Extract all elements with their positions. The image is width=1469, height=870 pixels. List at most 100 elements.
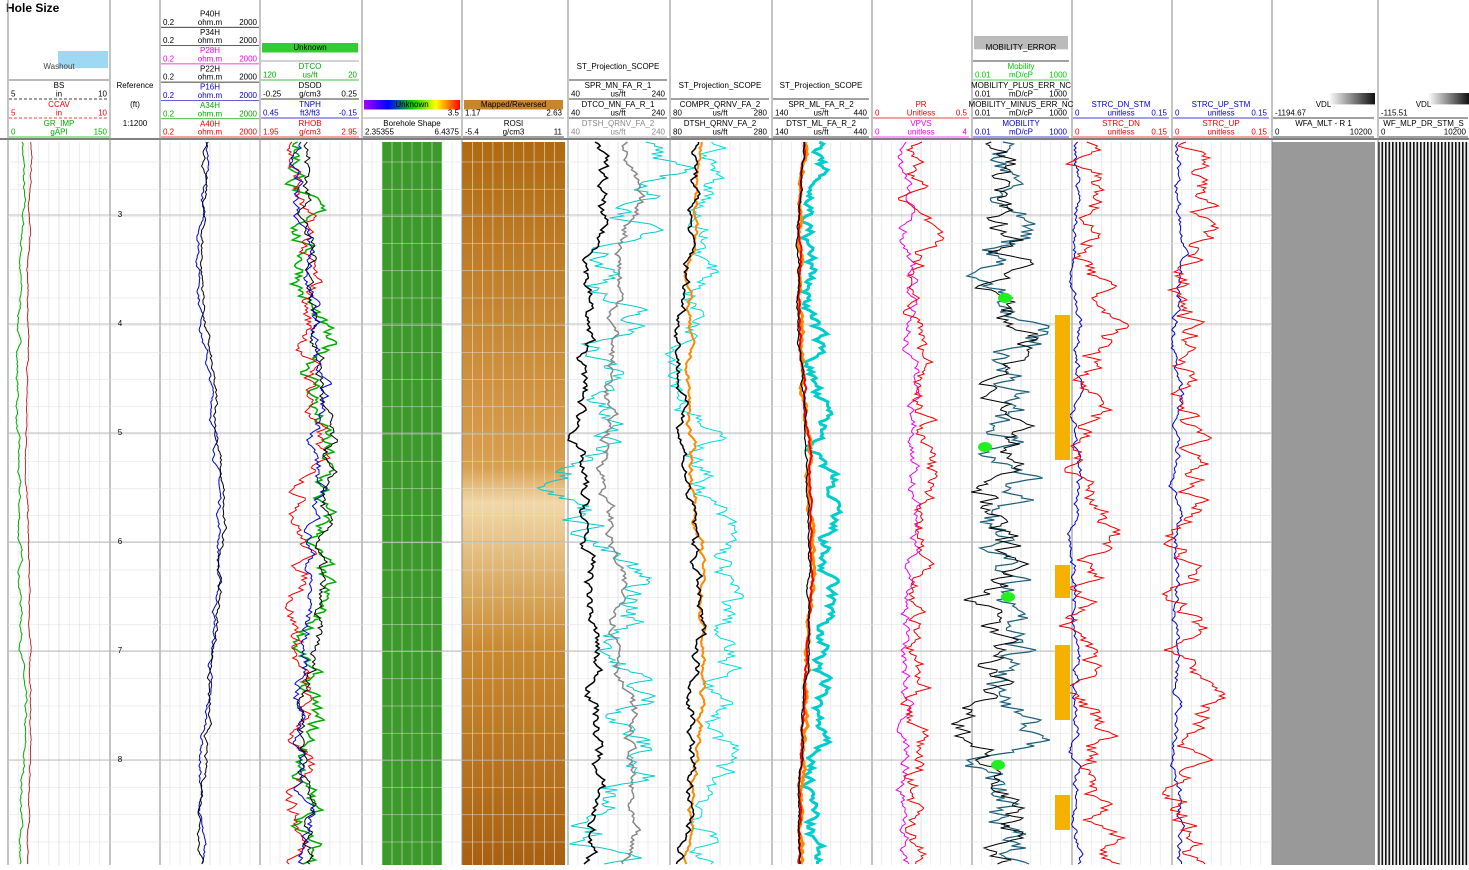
log-curve bbox=[1059, 142, 1129, 864]
curve-name: Reference bbox=[117, 81, 154, 90]
log-curve bbox=[597, 142, 645, 864]
fill-legend bbox=[1329, 93, 1375, 104]
scale-max: 6.4375 bbox=[435, 127, 460, 136]
scale-max: 0.15 bbox=[1251, 127, 1267, 136]
scale-unit: ohm.m bbox=[198, 18, 223, 27]
curve-name: VDL bbox=[1316, 100, 1332, 109]
scale-min: 2.35355 bbox=[365, 127, 394, 136]
vdl-stripe bbox=[1441, 142, 1443, 865]
vdl-image bbox=[1272, 142, 1375, 865]
scale-min: 0.01 bbox=[975, 108, 991, 117]
scale-max: 2.63 bbox=[546, 108, 562, 117]
depth-label: 3 bbox=[118, 210, 123, 219]
vdl-stripe bbox=[1462, 142, 1464, 865]
vdl-stripe bbox=[1403, 142, 1405, 865]
vdl-stripe bbox=[1413, 142, 1415, 865]
scale-max: -0.15 bbox=[339, 108, 358, 117]
curve-name: ST_Projection_SCOPE bbox=[780, 81, 863, 90]
vdl-stripe bbox=[1410, 142, 1412, 865]
scale-max: 10200 bbox=[1350, 127, 1373, 136]
scale-min: 0 bbox=[1075, 127, 1080, 136]
scale-unit: ohm.m bbox=[198, 54, 223, 63]
scale-min: 0.2 bbox=[163, 128, 175, 137]
scale-unit: us/ft bbox=[813, 127, 829, 136]
scale-unit: ohm.m bbox=[198, 36, 223, 45]
scale-min: 0 bbox=[1381, 127, 1386, 136]
scale-min: 0.45 bbox=[263, 108, 279, 117]
vdl-stripe bbox=[1406, 142, 1408, 865]
scale-unit: mD/cP bbox=[1009, 70, 1033, 79]
mobility-point bbox=[998, 293, 1012, 303]
scale-min: 40 bbox=[571, 127, 580, 136]
scale-max: 2.95 bbox=[341, 127, 357, 136]
log-curve bbox=[16, 142, 27, 864]
scale-min: 0.01 bbox=[975, 127, 991, 136]
scale-max: 3.5 bbox=[448, 108, 460, 117]
curve-name: Washout bbox=[43, 62, 75, 71]
scale-unit: us/ft bbox=[712, 127, 728, 136]
curve-name: (ft) bbox=[130, 100, 140, 109]
scale-min: -115.51 bbox=[1381, 108, 1408, 117]
interval-bar bbox=[1055, 645, 1070, 720]
scale-max: 2000 bbox=[239, 36, 257, 45]
depth-label: 6 bbox=[118, 537, 123, 546]
scale-unit: ohm.m bbox=[198, 73, 223, 82]
curve-name: Unknown bbox=[293, 43, 326, 52]
scale-unit: unitless bbox=[1207, 127, 1234, 136]
depth-label: 4 bbox=[118, 319, 123, 328]
curve-name: WFA_MLT - R 1 bbox=[1295, 119, 1352, 128]
scale-max: 2000 bbox=[239, 54, 257, 63]
scale-min: 0 bbox=[1175, 108, 1180, 117]
scale-max: 20 bbox=[348, 70, 357, 79]
vdl-stripe bbox=[1399, 142, 1401, 865]
title: Hole Size bbox=[6, 1, 60, 15]
scale-max: 1000 bbox=[1049, 70, 1067, 79]
scale-min: 0 bbox=[11, 127, 16, 136]
scale-min: 80 bbox=[673, 127, 682, 136]
scale-min: 0.01 bbox=[975, 89, 991, 98]
scale-unit: unitless bbox=[1107, 127, 1134, 136]
depth-label: 5 bbox=[118, 428, 123, 437]
scale-unit: us/ft bbox=[813, 108, 829, 117]
scale-min: 0 bbox=[875, 108, 880, 117]
vdl-stripe bbox=[1396, 142, 1398, 865]
scale-min: 120 bbox=[263, 70, 277, 79]
vdl-stripe bbox=[1385, 142, 1387, 865]
scale-max: 240 bbox=[652, 89, 666, 98]
scale-max: 2000 bbox=[239, 73, 257, 82]
curve-name: VDL bbox=[1416, 100, 1432, 109]
scale-max: 0.15 bbox=[1151, 127, 1167, 136]
scale-unit: us/ft bbox=[610, 127, 626, 136]
scale-max: 240 bbox=[652, 108, 666, 117]
scale-min: 0.01 bbox=[975, 70, 991, 79]
vdl-stripe bbox=[1452, 142, 1454, 865]
scale-max: 0.5 bbox=[956, 108, 968, 117]
log-curve bbox=[665, 142, 743, 864]
scale-unit: mD/cP bbox=[1009, 108, 1033, 117]
scale-min: 0 bbox=[1275, 127, 1280, 136]
scale-unit: g/cm3 bbox=[299, 89, 321, 98]
vdl-stripe bbox=[1448, 142, 1450, 865]
scale-unit: ohm.m bbox=[198, 109, 223, 118]
scale-max: 240 bbox=[652, 127, 666, 136]
vdl-stripe bbox=[1455, 142, 1457, 865]
scale-unit: us/ft bbox=[610, 108, 626, 117]
vdl-stripe bbox=[1382, 142, 1384, 865]
scale-max: 10 bbox=[98, 89, 107, 98]
vdl-stripe bbox=[1459, 142, 1461, 865]
scale-max: 440 bbox=[854, 108, 868, 117]
vdl-stripe bbox=[1434, 142, 1436, 865]
scale-min: 0.2 bbox=[163, 18, 175, 27]
scale-unit: unitless bbox=[1207, 108, 1234, 117]
curve-name: Mapped/Reversed bbox=[481, 100, 546, 109]
mobility-point bbox=[1001, 592, 1015, 602]
scale-min: -1194.67 bbox=[1275, 108, 1307, 117]
curve-name: MOBILITY_ERROR bbox=[986, 43, 1057, 52]
scale-unit: us/ft bbox=[302, 70, 318, 79]
log-curve bbox=[951, 142, 1038, 864]
scale-unit: Unitless bbox=[907, 108, 935, 117]
scale-min: 0.2 bbox=[163, 36, 175, 45]
vdl-stripe bbox=[1389, 142, 1391, 865]
scale-max: 2000 bbox=[239, 128, 257, 137]
log-curve bbox=[1068, 142, 1084, 864]
